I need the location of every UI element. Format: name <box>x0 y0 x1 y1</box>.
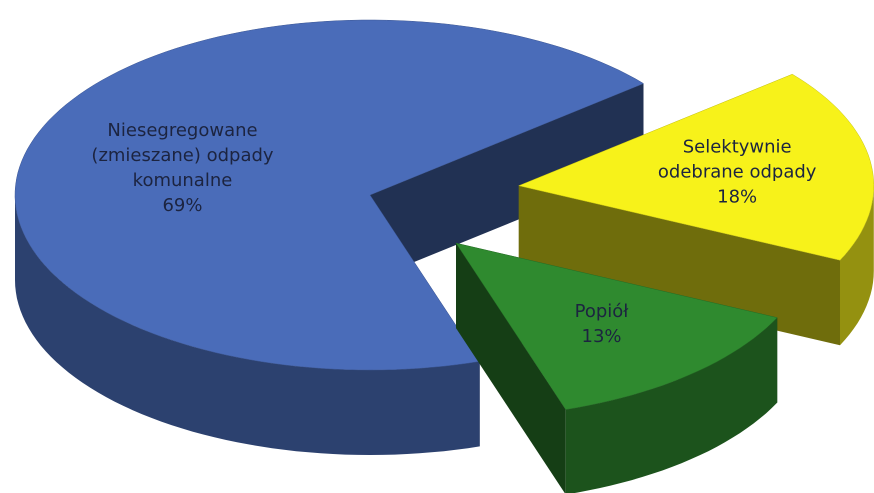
slice-wall <box>456 243 566 493</box>
slice-wall <box>370 83 644 280</box>
category-label: Selektywnie odebrane odpady <box>657 136 817 183</box>
slice-label: Popiół 13% <box>542 299 662 349</box>
slice-side <box>840 185 874 346</box>
slice-label: Niesegregowane (zmieszane) odpady komuna… <box>68 118 298 218</box>
value-label: 13% <box>581 326 622 348</box>
slice <box>14 19 645 371</box>
slice-side <box>15 195 480 455</box>
value-label: 69% <box>162 195 203 217</box>
category-label: Niesegregowane (zmieszane) odpady komuna… <box>91 120 274 192</box>
slice <box>517 73 874 261</box>
category-label: Popiół <box>574 301 629 323</box>
slice-label: Selektywnie odebrane odpady 18% <box>637 135 837 210</box>
slice-wall <box>518 185 840 346</box>
value-label: 18% <box>717 186 758 208</box>
slice-side <box>565 317 778 493</box>
slice <box>455 242 778 410</box>
